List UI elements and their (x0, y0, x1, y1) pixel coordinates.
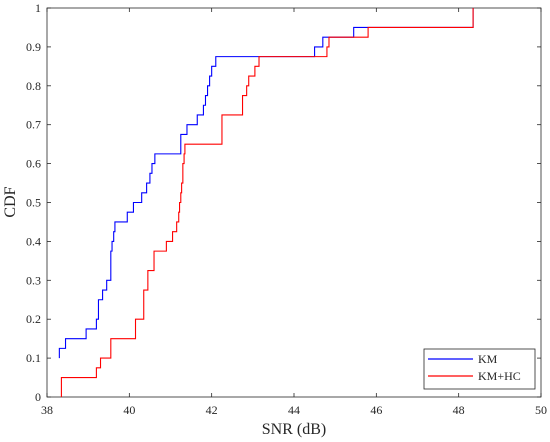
y-tick-label: 1 (35, 1, 41, 15)
y-tick-label: 0 (35, 390, 41, 404)
x-tick-label: 46 (370, 403, 382, 417)
y-tick-label: 0.5 (26, 196, 41, 210)
series-line-km-hc (60, 8, 474, 397)
y-tick-label: 0.3 (26, 273, 41, 287)
legend: KM KM+HC (423, 348, 536, 390)
series-line-km (58, 8, 474, 359)
legend-box (423, 348, 536, 390)
y-tick-label: 0.4 (26, 234, 41, 248)
legend-label-km-hc: KM+HC (478, 369, 521, 383)
x-tick-label: 38 (41, 403, 53, 417)
y-tick-label: 0.8 (26, 79, 41, 93)
x-axis-label: SNR (dB) (262, 421, 326, 438)
y-tick-label: 0.7 (26, 118, 41, 132)
x-tick-label: 42 (206, 403, 218, 417)
legend-label-km: KM (478, 352, 498, 366)
y-tick-label: 0.9 (26, 40, 41, 54)
x-tick-label: 48 (453, 403, 465, 417)
x-tick-label: 44 (288, 403, 300, 417)
y-tick-label: 0.2 (26, 312, 41, 326)
x-tick-label: 50 (535, 403, 547, 417)
axis-ticks: 38 40 42 44 46 48 50 0 0.1 0.2 0.3 0.4 0.5 0.6 0.7 0.8 0… (26, 1, 547, 417)
y-axis-label: CDF (2, 186, 19, 217)
y-tick-label: 0.1 (26, 351, 41, 365)
y-tick-label: 0.6 (26, 157, 41, 171)
plot-area (46, 7, 542, 398)
x-tick-label: 40 (123, 403, 135, 417)
series-lines (58, 8, 474, 397)
